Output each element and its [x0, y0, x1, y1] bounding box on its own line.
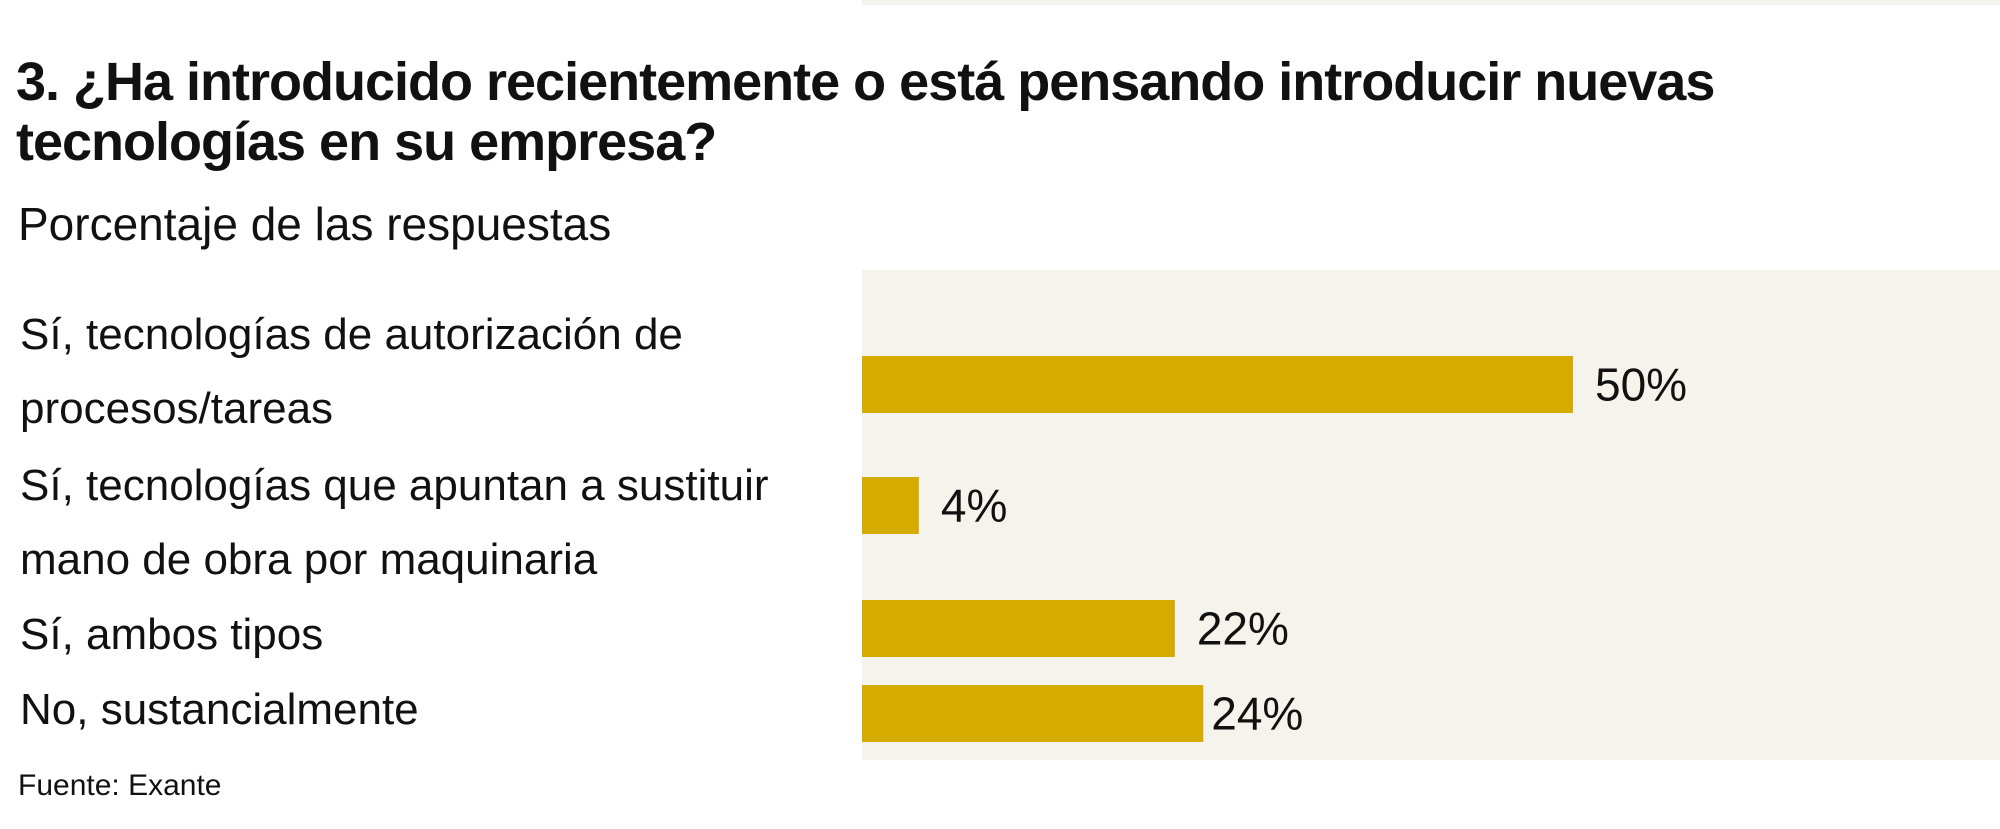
category-label-3: Sí, ambos tipos [20, 610, 324, 659]
value-label-2: 4% [941, 480, 1007, 532]
bar-1 [862, 356, 1573, 413]
plot-background [862, 270, 2000, 760]
bar-4 [862, 685, 1204, 742]
value-label-4: 24% [1211, 688, 1303, 740]
chart-subtitle: Porcentaje de las respuestas [18, 198, 612, 250]
category-label-4: No, sustancialmente [20, 685, 419, 734]
bar-3 [862, 600, 1175, 657]
source-note: Fuente: Exante [18, 769, 222, 802]
category-label-2: Sí, tecnologías que apuntan a sustituir … [20, 461, 769, 584]
top-band [862, 0, 2000, 5]
category-label-1: Sí, tecnologías de autorización de proce… [20, 310, 683, 433]
value-label-1: 50% [1595, 359, 1687, 411]
value-label-3: 22% [1197, 603, 1289, 655]
bar-2 [862, 477, 919, 534]
chart-title: 3. ¿Ha introducido recientemente o está … [16, 52, 1715, 172]
